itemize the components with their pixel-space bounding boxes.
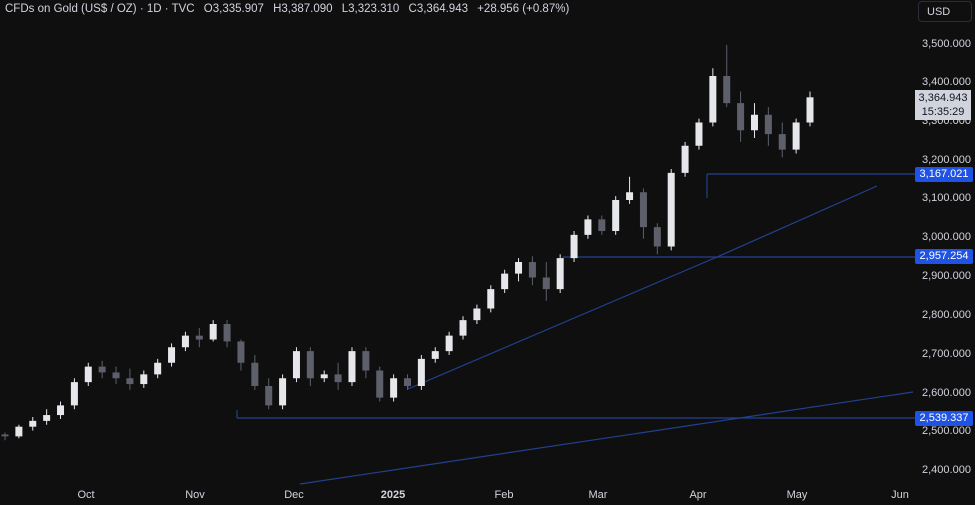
price-tick: 3,000.000: [922, 231, 971, 243]
price-tick: 3,400.000: [922, 76, 971, 88]
price-tick: 3,100.000: [922, 192, 971, 204]
price-tick: 2,600.000: [922, 387, 971, 399]
price-tick: 2,800.000: [922, 309, 971, 321]
ohlc-change: +28.956 (+0.87%): [477, 3, 570, 15]
price-tick: 3,500.000: [922, 38, 971, 50]
ohlc-close: C3,364.943: [408, 3, 468, 15]
time-tick: Mar: [588, 489, 608, 501]
level-tag-2957: 2,957.254: [915, 249, 973, 264]
ohlc-low: L3,323.310: [341, 3, 400, 15]
price-tick: 2,500.000: [922, 425, 971, 437]
time-tick: May: [786, 489, 808, 501]
ohlc-high: H3,387.090: [273, 3, 333, 15]
price-tick: 2,700.000: [922, 348, 971, 360]
time-tick: 2025: [380, 489, 406, 501]
candles: [1, 45, 814, 441]
price-tick: 2,400.000: [922, 464, 971, 476]
time-tick: Jun: [891, 489, 909, 501]
bar-countdown: 15:35:29: [921, 106, 965, 118]
level-tag-2539: 2,539.337: [915, 411, 973, 426]
time-tick: Apr: [689, 489, 707, 501]
price-tick: 2,900.000: [922, 270, 971, 282]
time-tick: Oct: [77, 489, 95, 501]
currency-button[interactable]: USD: [918, 1, 972, 22]
last-price: 3,364.943: [918, 92, 968, 104]
ohlc-open: O3,335.907: [203, 3, 264, 15]
symbol-title: CFDs on Gold (US$ / OZ) · 1D · TVC: [5, 3, 195, 15]
drawing-lines: [236, 173, 915, 485]
time-tick: Dec: [284, 489, 304, 501]
time-tick: Feb: [494, 489, 514, 501]
time-tick: Nov: [185, 489, 205, 501]
level-tag-3167: 3,167.021: [915, 167, 973, 182]
symbol-legend: CFDs on Gold (US$ / OZ) · 1D · TVC O3,33…: [5, 3, 575, 15]
last-price-label: 3,364.943 15:35:29: [915, 90, 971, 120]
price-tick: 3,200.000: [922, 154, 971, 166]
